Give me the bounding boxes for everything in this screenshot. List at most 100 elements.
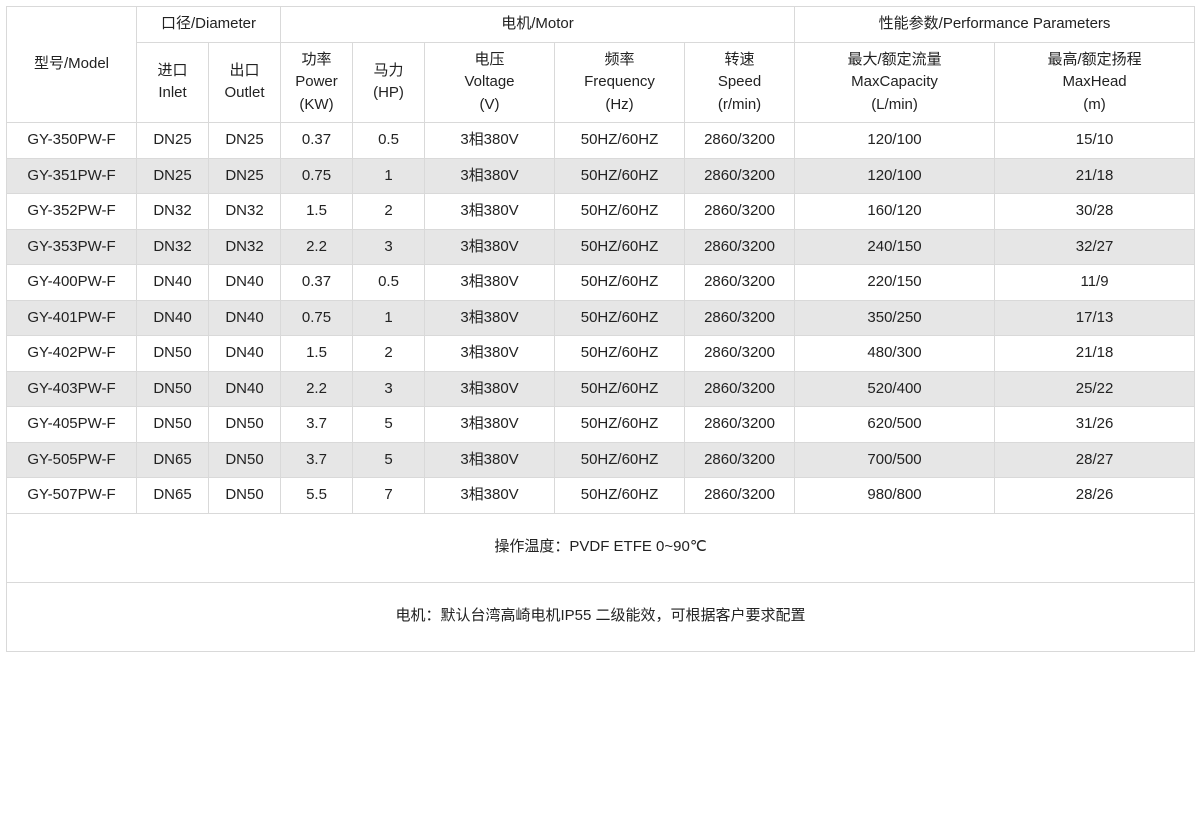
label: 马力 (357, 60, 420, 83)
table-row: GY-351PW-FDN25DN250.7513相380V50HZ/60HZ28… (7, 158, 1195, 194)
cell-freq: 50HZ/60HZ (555, 478, 685, 514)
cell-outlet: DN25 (209, 123, 281, 159)
col-outlet: 出口 Outlet (209, 42, 281, 123)
cell-hp: 2 (353, 194, 425, 230)
cell-head: 28/26 (995, 478, 1195, 514)
cell-model: GY-353PW-F (7, 229, 137, 265)
cell-head: 25/22 (995, 371, 1195, 407)
cell-outlet: DN50 (209, 478, 281, 514)
cell-model: GY-403PW-F (7, 371, 137, 407)
label: (KW) (285, 94, 348, 117)
table-row: GY-401PW-FDN40DN400.7513相380V50HZ/60HZ28… (7, 300, 1195, 336)
cell-power: 1.5 (281, 194, 353, 230)
cell-freq: 50HZ/60HZ (555, 371, 685, 407)
label: Inlet (141, 82, 204, 105)
cell-hp: 3 (353, 229, 425, 265)
col-head: 最高/额定扬程 MaxHead (m) (995, 42, 1195, 123)
cell-inlet: DN32 (137, 229, 209, 265)
table-row: GY-353PW-FDN32DN322.233相380V50HZ/60HZ286… (7, 229, 1195, 265)
cell-voltage: 3相380V (425, 300, 555, 336)
cell-head: 31/26 (995, 407, 1195, 443)
label: (r/min) (689, 94, 790, 117)
cell-outlet: DN32 (209, 194, 281, 230)
cell-outlet: DN32 (209, 229, 281, 265)
cell-hp: 1 (353, 300, 425, 336)
cell-speed: 2860/3200 (685, 371, 795, 407)
cell-inlet: DN65 (137, 478, 209, 514)
col-power: 功率 Power (KW) (281, 42, 353, 123)
label: (L/min) (799, 94, 990, 117)
cell-hp: 5 (353, 442, 425, 478)
cell-voltage: 3相380V (425, 229, 555, 265)
cell-voltage: 3相380V (425, 158, 555, 194)
cell-power: 3.7 (281, 407, 353, 443)
cell-inlet: DN40 (137, 300, 209, 336)
cell-freq: 50HZ/60HZ (555, 158, 685, 194)
cell-head: 32/27 (995, 229, 1195, 265)
cell-outlet: DN50 (209, 407, 281, 443)
cell-inlet: DN50 (137, 336, 209, 372)
cell-head: 28/27 (995, 442, 1195, 478)
cell-model: GY-350PW-F (7, 123, 137, 159)
colgroup-diameter: 口径/Diameter (137, 7, 281, 43)
cell-model: GY-401PW-F (7, 300, 137, 336)
cell-hp: 0.5 (353, 265, 425, 301)
cell-inlet: DN25 (137, 158, 209, 194)
cell-outlet: DN50 (209, 442, 281, 478)
cell-speed: 2860/3200 (685, 442, 795, 478)
cell-cap: 160/120 (795, 194, 995, 230)
cell-freq: 50HZ/60HZ (555, 336, 685, 372)
label: Power (285, 71, 348, 94)
cell-outlet: DN25 (209, 158, 281, 194)
label: 转速 (689, 49, 790, 72)
cell-power: 1.5 (281, 336, 353, 372)
cell-speed: 2860/3200 (685, 123, 795, 159)
cell-cap: 700/500 (795, 442, 995, 478)
cell-freq: 50HZ/60HZ (555, 442, 685, 478)
cell-voltage: 3相380V (425, 265, 555, 301)
cell-cap: 350/250 (795, 300, 995, 336)
cell-freq: 50HZ/60HZ (555, 407, 685, 443)
cell-cap: 120/100 (795, 158, 995, 194)
label: 进口 (141, 60, 204, 83)
footer-motor: 电机：默认台湾高崎电机IP55 二级能效，可根据客户要求配置 (7, 582, 1195, 651)
cell-voltage: 3相380V (425, 336, 555, 372)
label: Frequency (559, 71, 680, 94)
cell-speed: 2860/3200 (685, 194, 795, 230)
table-row: GY-350PW-FDN25DN250.370.53相380V50HZ/60HZ… (7, 123, 1195, 159)
cell-power: 3.7 (281, 442, 353, 478)
label: (V) (429, 94, 550, 117)
cell-hp: 7 (353, 478, 425, 514)
col-hp: 马力 (HP) (353, 42, 425, 123)
label: 电压 (429, 49, 550, 72)
cell-head: 17/13 (995, 300, 1195, 336)
col-voltage: 电压 Voltage (V) (425, 42, 555, 123)
table-row: GY-400PW-FDN40DN400.370.53相380V50HZ/60HZ… (7, 265, 1195, 301)
cell-model: GY-405PW-F (7, 407, 137, 443)
cell-speed: 2860/3200 (685, 265, 795, 301)
cell-head: 21/18 (995, 158, 1195, 194)
colgroup-motor: 电机/Motor (281, 7, 795, 43)
cell-speed: 2860/3200 (685, 336, 795, 372)
cell-head: 15/10 (995, 123, 1195, 159)
cell-outlet: DN40 (209, 371, 281, 407)
cell-inlet: DN32 (137, 194, 209, 230)
cell-voltage: 3相380V (425, 123, 555, 159)
footer-temp: 操作温度：PVDF ETFE 0~90℃ (7, 513, 1195, 582)
cell-power: 5.5 (281, 478, 353, 514)
cell-cap: 620/500 (795, 407, 995, 443)
cell-outlet: DN40 (209, 336, 281, 372)
cell-cap: 980/800 (795, 478, 995, 514)
cell-inlet: DN65 (137, 442, 209, 478)
cell-head: 21/18 (995, 336, 1195, 372)
col-inlet: 进口 Inlet (137, 42, 209, 123)
label: (HP) (357, 82, 420, 105)
spec-table: 型号/Model 口径/Diameter 电机/Motor 性能参数/Perfo… (6, 6, 1195, 652)
table-row: GY-403PW-FDN50DN402.233相380V50HZ/60HZ286… (7, 371, 1195, 407)
colgroup-performance: 性能参数/Performance Parameters (795, 7, 1195, 43)
cell-model: GY-507PW-F (7, 478, 137, 514)
label: MaxCapacity (799, 71, 990, 94)
table-row: GY-352PW-FDN32DN321.523相380V50HZ/60HZ286… (7, 194, 1195, 230)
table-row: GY-405PW-FDN50DN503.753相380V50HZ/60HZ286… (7, 407, 1195, 443)
cell-hp: 5 (353, 407, 425, 443)
